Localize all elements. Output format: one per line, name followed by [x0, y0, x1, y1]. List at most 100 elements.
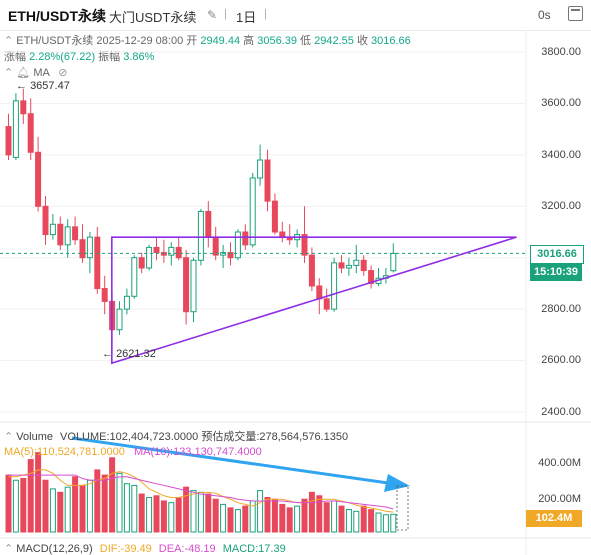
volume-bar — [12, 479, 19, 533]
candle-body — [57, 223, 64, 246]
volume-ma-line: MA(5):110,524,781.0000 MA(10):133,130,74… — [4, 446, 262, 458]
candle-body — [35, 151, 42, 207]
close-label: 收 — [356, 35, 368, 47]
candle-body — [64, 226, 71, 246]
low-label: 低 — [300, 35, 312, 47]
candle-body — [153, 246, 160, 254]
eye-off-icon[interactable]: ⊘ — [58, 67, 68, 79]
candle-body — [301, 234, 308, 256]
volume-bar — [49, 488, 56, 533]
candle-body — [205, 210, 212, 238]
candle-body — [86, 236, 93, 259]
collapse-icon[interactable]: ⌃ — [4, 543, 14, 555]
volume-bar — [368, 509, 375, 533]
ohlc-name: ETH/USDT永续 — [16, 35, 94, 47]
candle-body — [390, 252, 397, 272]
volume-bar — [308, 491, 315, 533]
timeframe-selector[interactable]: 1日 — [236, 10, 257, 25]
candle-body — [234, 231, 241, 259]
volume-bar — [360, 505, 367, 533]
volume-name[interactable]: Volume — [16, 431, 53, 443]
volume-bar — [382, 514, 389, 533]
candle-body — [345, 264, 352, 269]
chart-header: ETH/USDT永续 大门USDT永续 ✎ | 1日 | 0s — [0, 0, 591, 31]
volume-bar — [190, 490, 197, 533]
volume-bar — [153, 495, 160, 533]
current-volume-tag: 102.4M — [526, 510, 582, 527]
volume-bar — [234, 509, 241, 533]
volume-bar — [57, 491, 64, 533]
low-annotation: ← 2621.32 — [102, 348, 156, 360]
volume-bar — [197, 491, 204, 533]
volume-bar — [242, 505, 249, 533]
volume-bar — [257, 490, 264, 533]
edit-icon[interactable]: ✎ — [207, 8, 218, 22]
symbol-title[interactable]: ETH/USDT永续 — [8, 8, 106, 24]
volume-bar — [227, 507, 234, 533]
candle-body — [360, 259, 367, 272]
volume-bar — [316, 495, 323, 533]
candle-body — [338, 262, 345, 269]
window-icon[interactable] — [568, 6, 583, 21]
volume-ma5-line — [8, 469, 394, 513]
candle-body — [175, 246, 182, 259]
candle-body — [353, 259, 360, 266]
candle-body — [131, 257, 138, 297]
volume-ma10: MA(10):133,130,747.4000 — [133, 446, 262, 458]
bell-icon[interactable]: 🔔︎ — [16, 67, 31, 79]
open-value: 2949.44 — [200, 35, 241, 47]
candle-body — [227, 252, 234, 259]
volume-bar — [35, 452, 42, 533]
collapse-icon[interactable]: ⌃ — [4, 67, 14, 79]
volume-bar — [27, 459, 34, 533]
volume-bar — [94, 469, 101, 533]
price-axis-label: 2600.00 — [541, 354, 581, 366]
macd-dea: DEA:-48.19 — [158, 543, 216, 555]
candle-body — [168, 246, 175, 256]
change-line: 涨幅 2.28%(67.22) 振幅 3.86% — [4, 48, 154, 64]
volume-bar — [323, 502, 330, 533]
volume-bar — [271, 498, 278, 533]
collapse-icon[interactable]: ⌃ — [4, 35, 14, 47]
candle-body — [42, 205, 49, 236]
volume-bar — [353, 510, 360, 533]
high-annotation: ← 3657.47 — [16, 80, 70, 92]
volume-bar — [42, 479, 49, 533]
close-value: 3016.66 — [371, 35, 411, 47]
trend-arrow-head — [384, 474, 410, 492]
volume-bar — [294, 505, 301, 533]
indicator-row: ⌃ 🔔︎ MA ⊘ — [4, 66, 68, 79]
amplitude-value: 3.86% — [123, 51, 155, 63]
price-axis-label: 2400.00 — [541, 406, 581, 418]
high-label: 高 — [243, 35, 255, 47]
macd-name[interactable]: MACD(12,26,9) — [16, 543, 93, 555]
candle-body — [331, 262, 338, 310]
candle-body — [12, 100, 19, 158]
volume-bar — [183, 486, 190, 533]
divider-icon: | — [264, 8, 267, 20]
volume-bar — [131, 484, 138, 533]
volume-value: VOLUME:102,404,723.0000 — [60, 431, 199, 443]
exchange-label: 大门USDT永续 — [109, 10, 197, 25]
candle-body — [72, 226, 79, 241]
volume-bar — [138, 493, 145, 533]
candle-body — [197, 210, 204, 261]
volume-ma10-line — [8, 474, 394, 510]
volume-bar — [116, 472, 123, 533]
divider-icon: | — [224, 8, 227, 20]
volume-bar — [109, 457, 116, 533]
collapse-icon[interactable]: ⌃ — [4, 431, 14, 443]
volume-bar — [212, 498, 219, 533]
volume-axis-label: 200.00M — [538, 493, 581, 505]
candle-body — [49, 223, 56, 236]
price-axis-label: 3800.00 — [541, 46, 581, 58]
volume-header: ⌃ Volume VOLUME:102,404,723.0000 预估成交量:2… — [4, 428, 348, 444]
ma-indicator-label[interactable]: MA — [33, 67, 50, 79]
price-axis-label: 3600.00 — [541, 97, 581, 109]
candle-body — [94, 236, 101, 290]
candle-body — [27, 113, 34, 153]
candle-body — [138, 257, 145, 269]
candle-body — [20, 100, 27, 115]
volume-bar — [286, 507, 293, 533]
